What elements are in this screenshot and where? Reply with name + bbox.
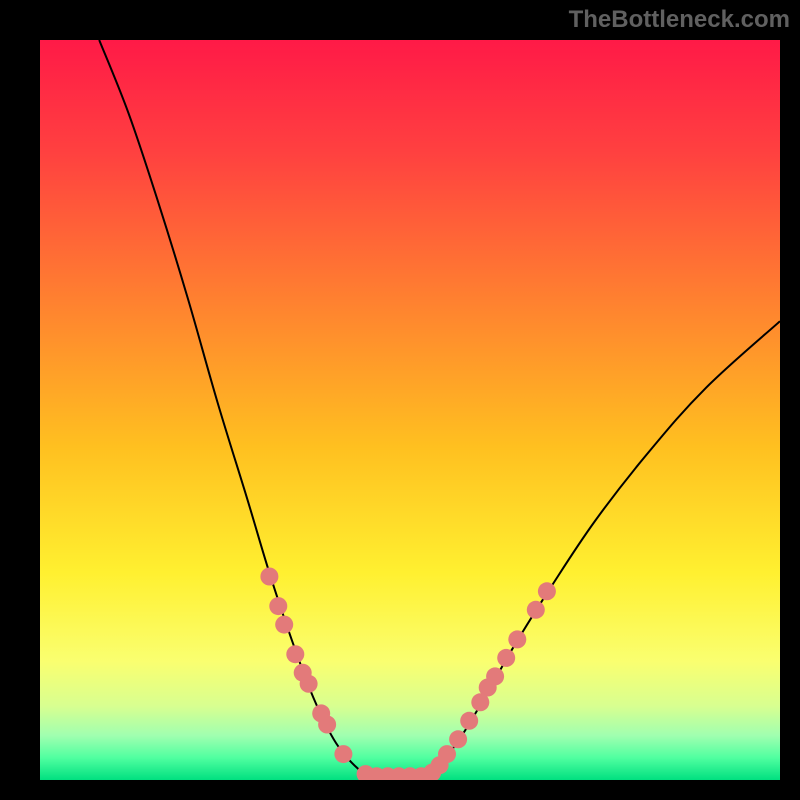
data-marker xyxy=(438,745,456,763)
plot-area xyxy=(40,40,780,780)
data-marker xyxy=(497,649,515,667)
data-marker xyxy=(286,645,304,663)
data-marker xyxy=(300,675,318,693)
data-marker xyxy=(527,601,545,619)
data-marker xyxy=(449,730,467,748)
data-marker xyxy=(538,582,556,600)
data-marker xyxy=(460,712,478,730)
data-marker xyxy=(334,745,352,763)
data-marker xyxy=(275,616,293,634)
chart-container: TheBottleneck.com xyxy=(0,0,800,800)
data-marker xyxy=(508,630,526,648)
data-marker xyxy=(318,716,336,734)
data-marker xyxy=(260,568,278,586)
bottleneck-curve-chart xyxy=(40,40,780,780)
data-marker xyxy=(486,667,504,685)
data-marker xyxy=(269,597,287,615)
watermark-label: TheBottleneck.com xyxy=(569,6,790,34)
